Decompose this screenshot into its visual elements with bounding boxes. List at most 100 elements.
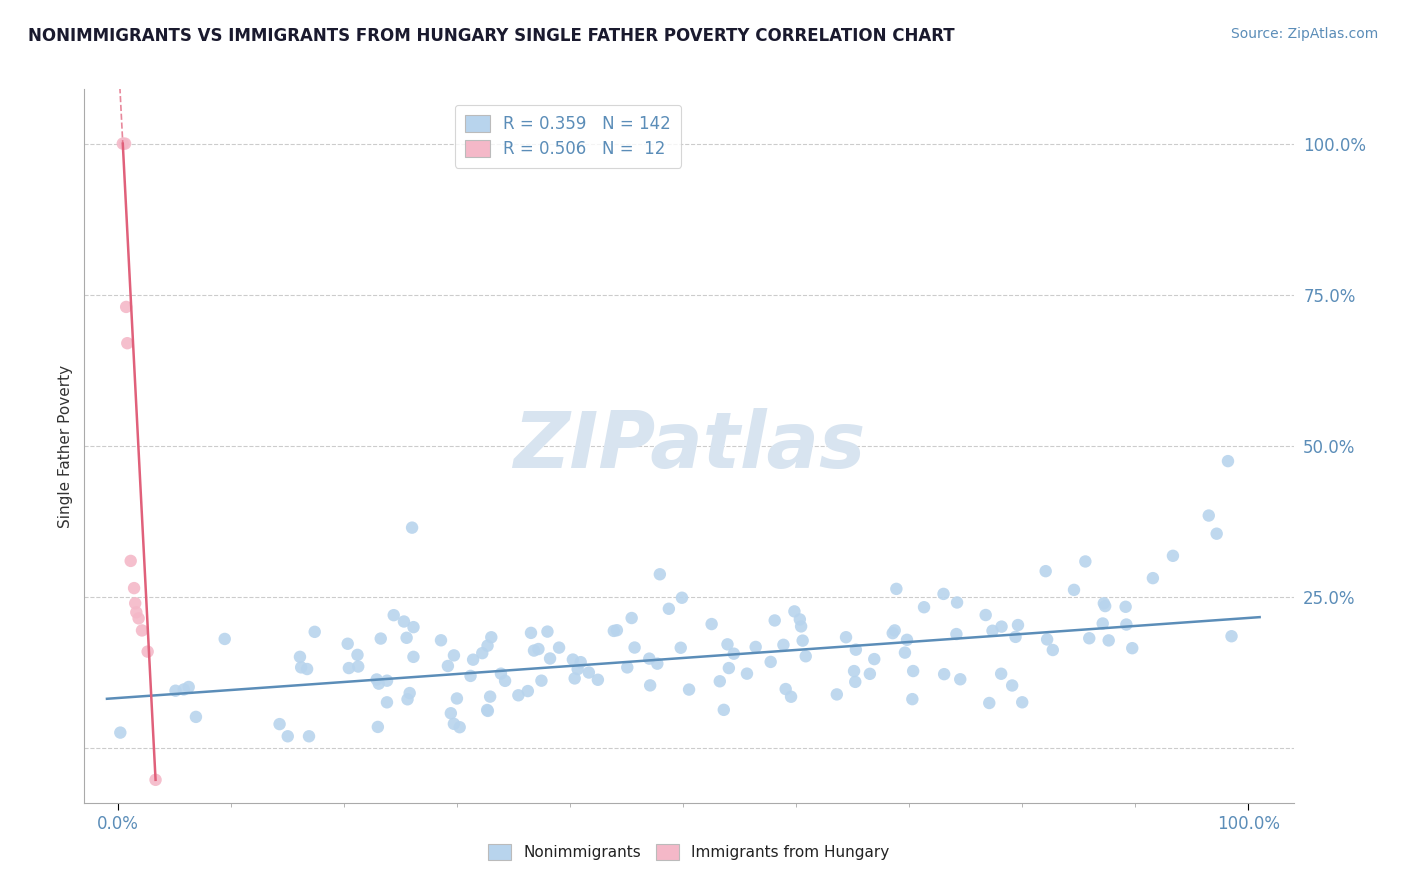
Point (370, 632, 392, 646)
Point (1115, 599, 1137, 614)
Point (1121, 641, 1143, 656)
Point (578, 665, 600, 680)
Point (375, 673, 398, 688)
Point (744, 640, 766, 654)
Point (114, 136, 136, 151)
Point (430, 633, 453, 648)
Y-axis label: Single Father Poverty: Single Father Poverty (58, 365, 73, 527)
Point (136, 645, 159, 659)
Point (111, 136, 134, 151)
Point (1007, 618, 1029, 632)
Point (437, 659, 460, 673)
Point (1092, 596, 1115, 610)
Point (125, 605, 148, 619)
Point (277, 729, 299, 743)
Point (896, 632, 918, 647)
Point (1094, 599, 1116, 613)
Text: Source: ZipAtlas.com: Source: ZipAtlas.com (1230, 27, 1378, 41)
Point (709, 674, 731, 689)
Text: NONIMMIGRANTS VS IMMIGRANTS FROM HUNGARY SINGLE FATHER POVERTY CORRELATION CHART: NONIMMIGRANTS VS IMMIGRANTS FROM HUNGARY… (28, 27, 955, 45)
Point (477, 639, 499, 653)
Point (131, 624, 153, 638)
Point (1220, 629, 1243, 643)
Point (527, 642, 550, 657)
Legend: Nonimmigrants, Immigrants from Hungary: Nonimmigrants, Immigrants from Hungary (482, 838, 896, 866)
Point (894, 646, 917, 660)
Point (117, 336, 139, 351)
Point (1091, 616, 1114, 631)
Point (120, 554, 142, 568)
Point (901, 664, 924, 678)
Point (523, 643, 546, 657)
Point (775, 681, 797, 696)
Point (863, 652, 886, 666)
Point (460, 669, 482, 683)
Point (443, 716, 465, 731)
Point (479, 630, 502, 644)
Point (946, 595, 969, 609)
Point (835, 630, 858, 644)
Point (1098, 633, 1121, 648)
Point (128, 611, 150, 625)
Point (366, 673, 388, 687)
Point (494, 673, 516, 688)
Point (508, 688, 530, 702)
Point (882, 626, 904, 640)
Point (825, 687, 848, 701)
Point (449, 720, 471, 734)
Point (949, 673, 972, 687)
Point (382, 608, 405, 623)
Point (564, 672, 586, 686)
Point (974, 607, 997, 622)
Point (716, 637, 738, 651)
Point (1142, 571, 1164, 585)
Point (346, 648, 368, 662)
Point (304, 624, 326, 639)
Point (173, 682, 195, 697)
Point (717, 661, 740, 675)
Point (945, 627, 967, 641)
Point (1078, 632, 1101, 646)
Point (392, 615, 415, 629)
Point (477, 704, 499, 718)
Point (1161, 549, 1184, 563)
Point (569, 655, 592, 669)
Point (883, 624, 905, 638)
Point (177, 680, 200, 694)
Point (723, 647, 745, 661)
Point (336, 637, 359, 651)
Point (1011, 695, 1033, 709)
Point (606, 624, 628, 638)
Point (886, 582, 908, 596)
Point (398, 686, 420, 700)
Point (1035, 564, 1057, 578)
Point (489, 666, 512, 681)
Point (990, 619, 1012, 633)
Point (932, 587, 955, 601)
Point (402, 649, 425, 664)
Point (678, 682, 700, 697)
Point (520, 626, 543, 640)
Point (214, 632, 236, 646)
Point (981, 624, 1004, 638)
Point (616, 660, 638, 674)
Point (1001, 678, 1024, 692)
Point (396, 692, 419, 706)
Point (979, 696, 1001, 710)
Point (1205, 526, 1227, 541)
Point (783, 604, 806, 618)
Point (538, 651, 561, 665)
Point (794, 649, 817, 664)
Point (401, 521, 423, 535)
Point (620, 611, 643, 625)
Point (446, 691, 468, 706)
Point (912, 600, 935, 615)
Point (842, 664, 865, 678)
Point (934, 667, 956, 681)
Point (713, 703, 735, 717)
Point (530, 673, 553, 688)
Point (844, 674, 866, 689)
Point (1004, 630, 1026, 644)
Point (647, 657, 669, 671)
Point (337, 661, 360, 675)
